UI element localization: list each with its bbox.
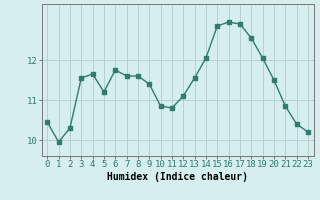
- X-axis label: Humidex (Indice chaleur): Humidex (Indice chaleur): [107, 172, 248, 182]
